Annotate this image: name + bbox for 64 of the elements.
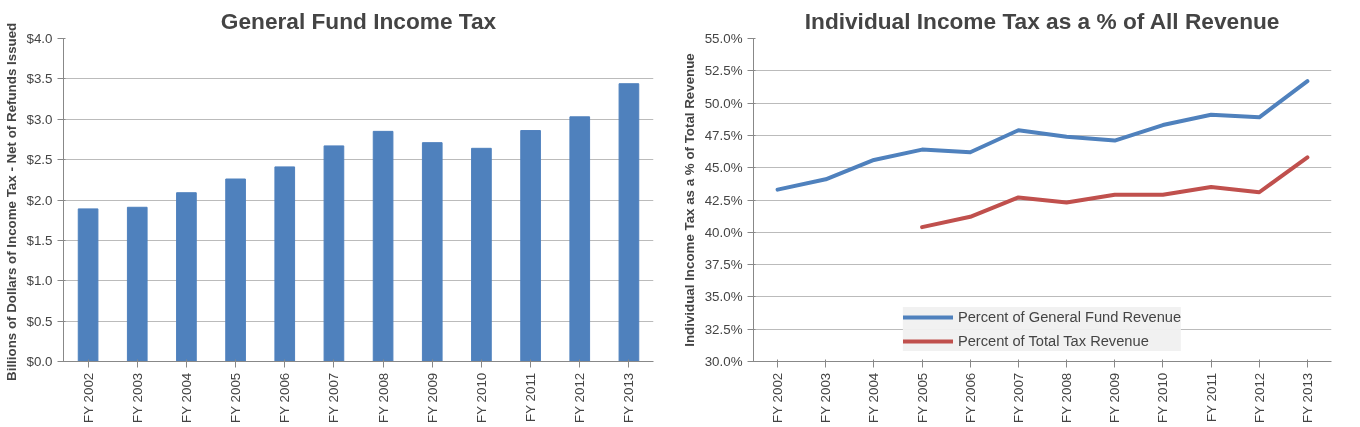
- y-tick-label: $2.0: [26, 192, 53, 208]
- y-tick-label: 42.5%: [704, 192, 743, 208]
- y-tick-label: 35.0%: [704, 289, 743, 305]
- y-tick-label: 50.0%: [704, 95, 743, 111]
- x-tick-label: FY 2012: [1251, 372, 1267, 423]
- x-tick-label: FY 2010: [473, 372, 489, 423]
- bar: [421, 142, 443, 362]
- x-tick-label: FY 2004: [866, 372, 882, 423]
- x-tick-label: FY 2012: [572, 372, 588, 423]
- x-tick-label: FY 2003: [818, 372, 834, 423]
- x-tick-label: FY 2008: [1059, 372, 1075, 423]
- chart-title: General Fund Income Tax: [220, 7, 497, 34]
- x-tick-label: FY 2013: [1299, 372, 1315, 423]
- x-tick-label: FY 2009: [424, 372, 440, 423]
- bar: [225, 178, 246, 362]
- y-axis-title: Billions of Dollars of Income Tax - Net of Refunds Issued: [3, 22, 19, 381]
- x-tick-label: FY 2008: [375, 372, 391, 423]
- bar: [274, 166, 296, 362]
- x-tick-label: FY 2005: [228, 372, 244, 423]
- x-tick-label: FY 2011: [1203, 372, 1219, 422]
- x-tick-label: FY 2006: [277, 372, 293, 423]
- y-tick-label: $1.5: [26, 232, 53, 248]
- y-tick-label: 55.0%: [704, 31, 743, 46]
- x-tick-label: FY 2013: [621, 372, 637, 423]
- y-tick-label: $0.0: [26, 354, 53, 369]
- bar: [471, 147, 492, 362]
- chart-title: Individual Income Tax as a % of All Revenue: [804, 7, 1280, 34]
- y-tick-label: 40.0%: [704, 224, 743, 240]
- bar: [176, 192, 197, 362]
- bar: [569, 116, 591, 362]
- y-tick-label: $3.0: [26, 111, 53, 127]
- x-tick-label: FY 2007: [326, 372, 342, 423]
- x-tick-label: FY 2007: [1010, 372, 1026, 423]
- x-tick-label: FY 2002: [80, 372, 96, 423]
- line-series: [775, 79, 1310, 192]
- y-tick-label: $4.0: [26, 31, 53, 46]
- y-tick-label: $2.5: [26, 152, 53, 168]
- x-tick-label: FY 2006: [962, 372, 978, 423]
- x-tick-label: FY 2003: [129, 372, 145, 423]
- x-tick-label: FY 2002: [770, 372, 786, 423]
- x-tick-label: FY 2005: [914, 372, 930, 423]
- bar: [520, 130, 541, 362]
- x-tick-label: FY 2011: [523, 372, 539, 422]
- y-tick-label: $3.5: [26, 71, 53, 87]
- y-tick-label: 30.0%: [704, 354, 743, 369]
- bar: [126, 206, 148, 362]
- x-tick-label: FY 2009: [1107, 372, 1123, 423]
- y-tick-label: 37.5%: [704, 257, 743, 273]
- y-tick-label: 32.5%: [704, 321, 743, 337]
- y-axis-title: Individual Income Tax as a % of Total Revenue: [681, 53, 697, 347]
- x-tick-label: FY 2010: [1155, 372, 1171, 423]
- y-tick-label: $1.0: [26, 273, 53, 289]
- x-tick-label: FY 2004: [178, 372, 194, 423]
- y-tick-label: 52.5%: [704, 63, 743, 79]
- line-series: [920, 155, 1310, 230]
- y-tick-label: $0.5: [26, 313, 53, 329]
- bar: [77, 208, 99, 362]
- bar: [323, 145, 345, 362]
- y-tick-label: 47.5%: [704, 127, 743, 143]
- y-tick-label: 45.0%: [704, 160, 743, 176]
- bar: [618, 83, 640, 362]
- legend-label: Percent of Total Tax Revenue: [957, 333, 1149, 349]
- legend-label: Percent of General Fund Revenue: [957, 309, 1182, 325]
- bar: [372, 130, 394, 362]
